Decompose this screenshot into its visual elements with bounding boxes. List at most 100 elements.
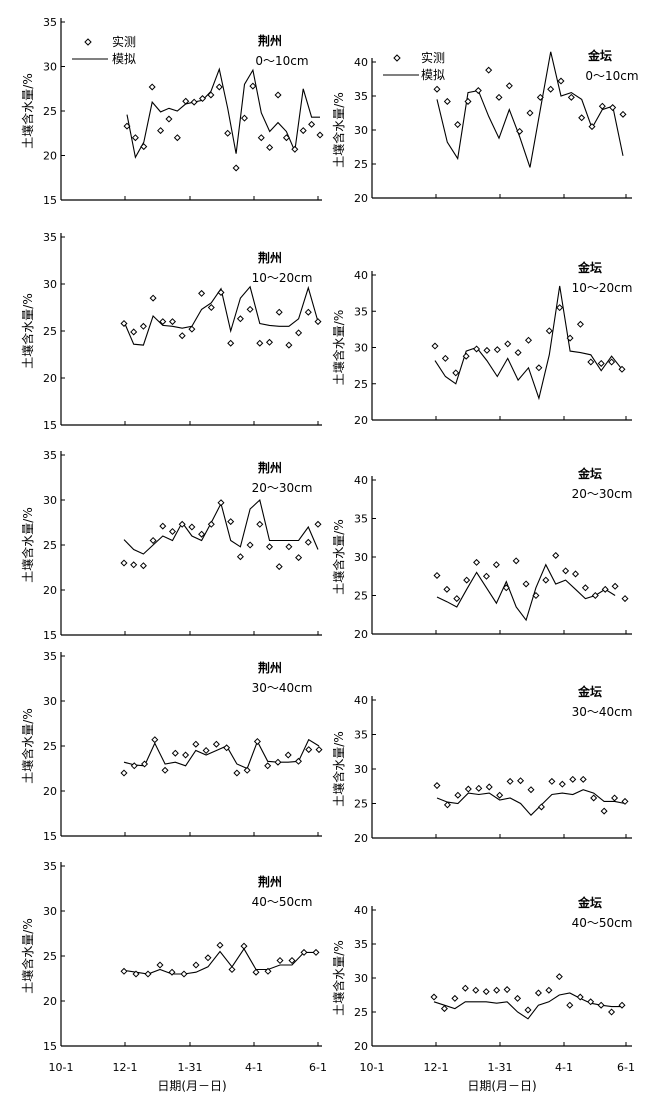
measured-point bbox=[212, 740, 220, 748]
measured-point bbox=[141, 760, 149, 768]
measured-point bbox=[464, 785, 472, 793]
y-tick-label: 15 bbox=[43, 1040, 57, 1053]
chart-panel: 20 25 30 35 40 土壤含水量/% 金坛 10～20cm bbox=[331, 260, 632, 427]
measured-point bbox=[569, 775, 577, 783]
measured-point bbox=[618, 1001, 626, 1009]
legend-measured-label: 实测 bbox=[112, 34, 136, 49]
y-axis-title: 土壤含水量/% bbox=[20, 73, 35, 148]
measured-point bbox=[276, 956, 284, 965]
measured-point bbox=[514, 349, 522, 357]
y-tick-label: 30 bbox=[43, 61, 57, 74]
y-tick-label: 20 bbox=[354, 414, 368, 427]
measured-point bbox=[304, 308, 312, 316]
measured-point bbox=[202, 746, 210, 755]
measured-point bbox=[314, 318, 322, 326]
measured-point bbox=[461, 984, 469, 992]
measured-point bbox=[609, 104, 617, 112]
simulated-series-line bbox=[436, 563, 616, 622]
measured-point bbox=[451, 994, 459, 1002]
measured-point bbox=[441, 354, 449, 362]
measured-point bbox=[275, 308, 283, 316]
site-label: 荆州 bbox=[258, 874, 282, 889]
measured-point bbox=[215, 83, 223, 91]
measured-point bbox=[308, 120, 316, 128]
measured-point bbox=[285, 543, 293, 551]
measured-point bbox=[188, 523, 196, 531]
x-axis-title: 日期(月－日) bbox=[157, 1079, 226, 1093]
y-tick-label: 30 bbox=[354, 124, 368, 137]
simulated-series-line bbox=[126, 67, 320, 159]
y-axis-title: 土壤含水量/% bbox=[331, 519, 346, 594]
measured-point bbox=[621, 595, 629, 603]
legend-measured-label: 实测 bbox=[421, 50, 445, 65]
measured-point bbox=[264, 762, 272, 770]
y-tick-label: 35 bbox=[354, 305, 368, 318]
measured-point bbox=[217, 499, 225, 507]
measured-point bbox=[120, 319, 128, 327]
measured-point bbox=[588, 123, 596, 131]
simulated-series-line bbox=[434, 285, 623, 401]
y-tick-label: 25 bbox=[354, 798, 368, 811]
measured-point bbox=[284, 751, 292, 759]
measured-point bbox=[485, 783, 493, 791]
chart-panel: 20 25 30 35 40 土壤含水量/% 金坛 30～40cm bbox=[331, 684, 632, 845]
measured-point bbox=[256, 520, 264, 528]
measured-point bbox=[151, 736, 159, 744]
y-axis-title: 土壤含水量/% bbox=[20, 918, 35, 993]
y-tick-label: 25 bbox=[354, 1006, 368, 1019]
x-tick-label: 4-1 bbox=[245, 1061, 263, 1074]
measured-point bbox=[532, 591, 540, 600]
measured-point bbox=[495, 93, 503, 101]
measured-point bbox=[192, 961, 200, 969]
measured-point bbox=[619, 110, 627, 118]
y-tick-label: 30 bbox=[43, 494, 57, 507]
y-tick-label: 20 bbox=[43, 372, 57, 385]
y-tick-label: 35 bbox=[43, 231, 57, 244]
measured-point bbox=[282, 134, 290, 142]
measured-point bbox=[171, 749, 179, 757]
y-axis-title: 土壤含水量/% bbox=[331, 92, 346, 167]
measured-point bbox=[473, 345, 481, 353]
measured-point bbox=[463, 576, 471, 584]
measured-point bbox=[168, 318, 177, 326]
measured-point bbox=[552, 551, 560, 559]
measured-point bbox=[526, 109, 534, 117]
measured-point bbox=[188, 325, 196, 333]
measured-point bbox=[148, 83, 156, 91]
y-tick-label: 15 bbox=[43, 830, 57, 843]
measured-point bbox=[182, 97, 190, 105]
y-tick-label: 30 bbox=[354, 342, 368, 355]
measured-point bbox=[555, 973, 563, 981]
measured-point bbox=[288, 956, 296, 965]
measured-point bbox=[123, 122, 131, 130]
y-tick-label: 40 bbox=[354, 694, 368, 707]
measured-point bbox=[253, 737, 261, 746]
measured-point bbox=[139, 562, 147, 570]
x-axis-labels: 10-1 12-1 1-31 4-1 6-1 10-1 12-1 1-31 4-… bbox=[49, 1061, 635, 1093]
measured-point bbox=[274, 758, 282, 766]
measured-point bbox=[217, 288, 225, 296]
measured-point bbox=[482, 572, 490, 580]
site-label: 金坛 bbox=[577, 895, 602, 910]
simulated-series-line bbox=[123, 947, 316, 975]
y-tick-label: 40 bbox=[354, 904, 368, 917]
depth-label: 40～50cm bbox=[252, 895, 313, 909]
depth-label: 10～20cm bbox=[572, 281, 633, 295]
y-tick-label: 25 bbox=[43, 105, 57, 118]
y-tick-label: 30 bbox=[354, 763, 368, 776]
measured-point bbox=[132, 970, 140, 978]
y-tick-label: 20 bbox=[43, 785, 57, 798]
measured-point bbox=[315, 746, 323, 754]
measured-point bbox=[527, 786, 535, 794]
measured-point bbox=[431, 342, 439, 350]
measured-point bbox=[312, 948, 320, 956]
measured-point bbox=[130, 762, 138, 770]
measured-point bbox=[159, 522, 167, 530]
measured-point bbox=[454, 121, 462, 129]
measured-point bbox=[608, 1008, 616, 1016]
measured-point bbox=[611, 794, 619, 802]
measured-point bbox=[443, 801, 451, 809]
measured-point bbox=[299, 127, 307, 135]
simulated-series-line bbox=[123, 738, 320, 770]
